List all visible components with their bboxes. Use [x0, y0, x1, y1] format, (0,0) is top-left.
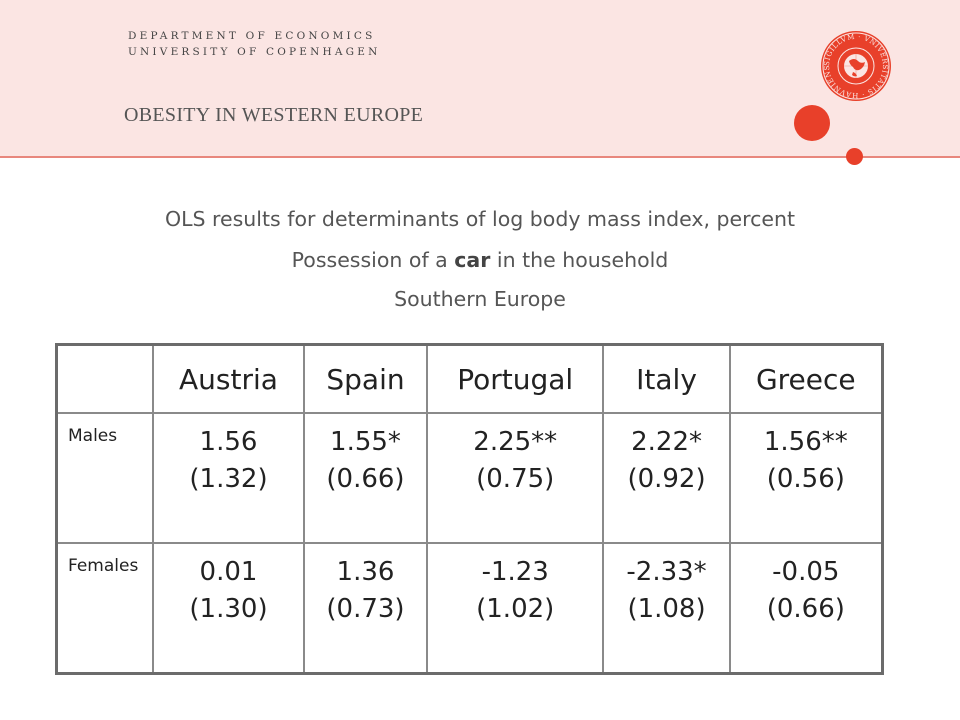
accent-dot-large: [794, 105, 830, 141]
standard-error: (0.73): [326, 593, 405, 624]
coefficient: 0.01: [199, 556, 258, 587]
subtitle-line-1: OLS results for determinants of log body…: [164, 207, 796, 231]
coefficient: 1.56**: [763, 427, 848, 457]
column-header-italy: Italy: [602, 343, 731, 414]
standard-error: (1.30): [189, 593, 268, 624]
coefficient: 2.25**: [473, 427, 558, 457]
department-line: DEPARTMENT OF ECONOMICS: [128, 30, 376, 42]
table-cell: 1.56 (1.32): [152, 412, 305, 544]
coefficient: 1.55*: [330, 427, 401, 457]
column-header-portugal: Portugal: [425, 343, 605, 414]
standard-error: (0.66): [766, 593, 845, 624]
table-header-row: Austria Spain Portugal Italy Greece: [55, 343, 884, 414]
row-label-females: Females: [55, 541, 154, 675]
table-row-males: Males 1.56 (1.32) 1.55* (0.66) 2.25** (0.75…: [55, 412, 884, 544]
university-seal-icon: SIGILLVM · VNIVERSITATIS · HAVNIENSIS · …: [820, 30, 891, 101]
subtitle-line-2: Possession of a car in the household: [0, 248, 960, 272]
department-name: DEPARTMENT OF ECONOMICS UNIVERSITY OF CO…: [128, 28, 381, 60]
subtitle-line-2-end: in the household: [490, 248, 669, 272]
corner-cell: [55, 343, 154, 414]
column-header-austria: Austria: [152, 343, 305, 414]
header-band: DEPARTMENT OF ECONOMICS UNIVERSITY OF CO…: [0, 0, 960, 158]
table-cell: -2.33* (1.08): [602, 541, 731, 675]
table-cell: 2.22* (0.92): [602, 412, 731, 544]
table-cell: 1.56** (0.56): [728, 412, 884, 544]
subtitle-line-2-start: Possession of a: [291, 248, 455, 272]
standard-error: (0.92): [627, 464, 706, 494]
slide-title: OBESITY IN WESTERN EUROPE: [124, 104, 424, 126]
standard-error: (0.56): [766, 464, 845, 494]
standard-error: (0.75): [476, 464, 555, 494]
results-table: Austria Spain Portugal Italy Greece Male…: [55, 343, 884, 675]
standard-error: (1.32): [189, 464, 268, 494]
coefficient: -1.23: [481, 556, 549, 587]
coefficient: -2.33*: [626, 556, 707, 587]
table-cell: 0.01 (1.30): [152, 541, 305, 675]
subtitle-emphasis-car: car: [454, 248, 491, 272]
accent-dot-small: [846, 148, 863, 165]
coefficient: -0.05: [772, 556, 840, 587]
subtitle-line-3: Southern Europe: [394, 287, 566, 311]
coefficient: 1.36: [336, 556, 395, 587]
coefficient: 1.56: [199, 427, 258, 457]
table-cell: 2.25** (0.75): [425, 412, 605, 544]
table-row-females: Females 0.01 (1.30) 1.36 (0.73) -1.23 (1.02…: [55, 541, 884, 675]
standard-error: (1.02): [476, 593, 555, 624]
table-cell: -0.05 (0.66): [728, 541, 884, 675]
row-label-males: Males: [55, 412, 154, 544]
university-line: UNIVERSITY OF COPENHAGEN: [128, 46, 381, 58]
table-cell: 1.55* (0.66): [303, 412, 428, 544]
column-header-spain: Spain: [303, 343, 428, 414]
table-cell: 1.36 (0.73): [303, 541, 428, 675]
standard-error: (0.66): [326, 464, 405, 494]
column-header-greece: Greece: [728, 343, 884, 414]
coefficient: 2.22*: [631, 427, 702, 457]
table-cell: -1.23 (1.02): [425, 541, 605, 675]
standard-error: (1.08): [627, 593, 706, 624]
